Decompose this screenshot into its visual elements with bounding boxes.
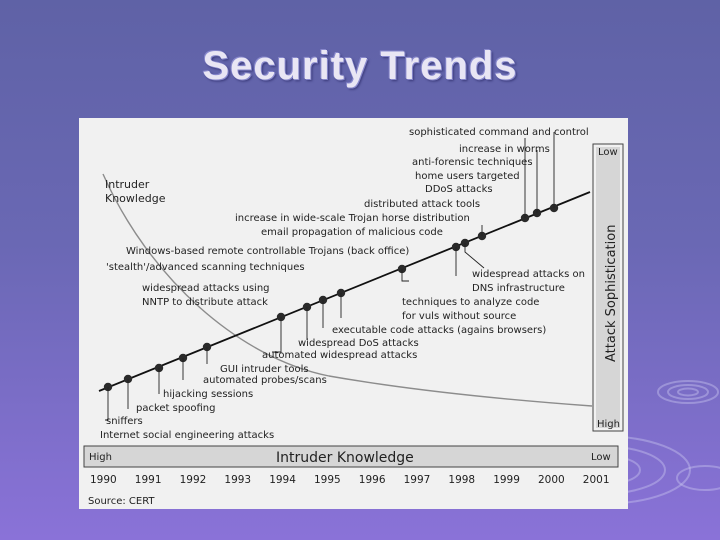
knowledge-low-label: Low xyxy=(591,452,611,463)
year-label: 2000 xyxy=(538,474,565,486)
attack-labels: Internet social engineering attacks snif… xyxy=(100,127,589,441)
attack-label: for vuls without source xyxy=(402,311,516,322)
source-label: Source: CERT xyxy=(88,496,155,507)
year-label: 1998 xyxy=(448,474,475,486)
attack-label: widespread DoS attacks xyxy=(298,338,419,349)
attack-label: automated probes/scans xyxy=(203,375,327,386)
attack-label: NNTP to distribute attack xyxy=(142,297,268,308)
year-label: 2001 xyxy=(583,474,610,486)
axis-high-label: High xyxy=(597,419,620,430)
attack-label: increase in wide-scale Trojan horse dist… xyxy=(235,213,470,224)
year-label: 1995 xyxy=(314,474,341,486)
intruder-knowledge-curve-label: Intruder Knowledge xyxy=(105,178,166,205)
year-label: 1993 xyxy=(224,474,251,486)
attack-label: increase in worms xyxy=(459,144,550,155)
attack-label: home users targeted xyxy=(415,171,520,182)
axis-low-label: Low xyxy=(598,147,618,158)
attack-label: hijacking sessions xyxy=(163,389,253,400)
knowledge-high-label: High xyxy=(89,452,112,463)
year-label: 1990 xyxy=(90,474,117,486)
attack-label: Windows-based remote controllable Trojan… xyxy=(126,246,409,257)
intruder-knowledge-bar xyxy=(83,445,619,468)
attack-label: widespread attacks on xyxy=(472,269,585,280)
year-label: 1999 xyxy=(493,474,520,486)
attack-point xyxy=(549,203,559,213)
attack-label: automated widespread attacks xyxy=(262,350,417,361)
attack-label: sophisticated command and control xyxy=(409,127,589,138)
attack-label: DNS infrastructure xyxy=(472,283,565,294)
year-label: 1991 xyxy=(135,474,162,486)
attack-label: distributed attack tools xyxy=(364,199,480,210)
attack-label: GUI intruder tools xyxy=(220,364,309,375)
intruder-knowledge-label: Intruder Knowledge xyxy=(276,450,414,466)
attack-sophistication-diagram: Intruder Knowledge Internet social engin… xyxy=(79,118,628,509)
year-label: 1996 xyxy=(359,474,386,486)
attack-label: Internet social engineering attacks xyxy=(100,430,274,441)
attack-point xyxy=(532,208,542,218)
year-label: 1992 xyxy=(180,474,207,486)
attack-point xyxy=(520,213,530,223)
attack-sophistication-label: Attack Sophistication xyxy=(604,225,619,362)
attack-label: email propagation of malicious code xyxy=(261,227,443,238)
leader-lines xyxy=(105,132,555,421)
attack-label: 'stealth'/advanced scanning techniques xyxy=(106,262,305,273)
attack-labels-right: widespread attacks on DNS infrastructure… xyxy=(402,269,585,322)
attack-point xyxy=(477,231,487,241)
attack-label: executable code attacks (agains browsers… xyxy=(332,325,546,336)
year-axis: 1990 1991 1992 1993 1994 1995 1996 1997 1998 1999… xyxy=(90,474,610,486)
attack-label: packet spoofing xyxy=(136,403,215,414)
intruder-knowledge-curve xyxy=(102,173,593,407)
attack-label: sniffers xyxy=(106,416,143,427)
slide-title: Security Trends xyxy=(202,44,518,88)
year-label: 1997 xyxy=(404,474,431,486)
attack-label: widespread attacks using xyxy=(142,283,270,294)
attack-sophistication-axis xyxy=(592,143,624,432)
attack-label: anti-forensic techniques xyxy=(412,157,533,168)
year-label: 1994 xyxy=(269,474,296,486)
attack-label: techniques to analyze code xyxy=(402,297,539,308)
attack-label: DDoS attacks xyxy=(425,184,493,195)
